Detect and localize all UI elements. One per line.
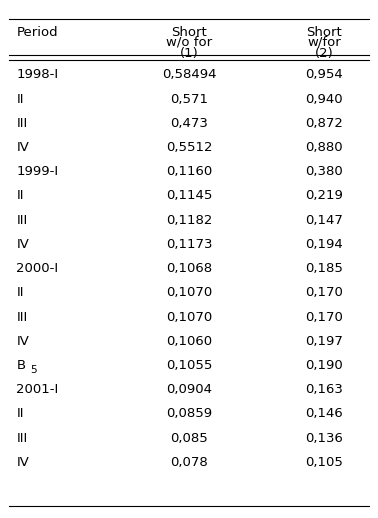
- Text: 0,147: 0,147: [305, 213, 343, 227]
- Text: IV: IV: [16, 141, 29, 154]
- Text: 0,1145: 0,1145: [166, 190, 212, 203]
- Text: w/o for: w/o for: [166, 36, 212, 49]
- Text: 0,219: 0,219: [305, 190, 343, 203]
- Text: 0,105: 0,105: [305, 456, 343, 469]
- Text: 0,1182: 0,1182: [166, 213, 212, 227]
- Text: 2000-I: 2000-I: [16, 262, 59, 275]
- Text: III: III: [16, 431, 28, 444]
- Text: Period: Period: [16, 26, 58, 39]
- Text: 0,872: 0,872: [305, 117, 343, 130]
- Text: 0,190: 0,190: [305, 359, 343, 372]
- Text: IV: IV: [16, 335, 29, 348]
- Text: 0,5512: 0,5512: [166, 141, 212, 154]
- Text: III: III: [16, 213, 28, 227]
- Text: (1): (1): [180, 47, 198, 60]
- Text: III: III: [16, 310, 28, 324]
- Text: 0,085: 0,085: [170, 431, 208, 444]
- Text: 0,136: 0,136: [305, 431, 343, 444]
- Text: 1998-I: 1998-I: [16, 68, 59, 81]
- Text: Short: Short: [306, 26, 342, 39]
- Text: 0,1173: 0,1173: [166, 238, 212, 251]
- Text: B: B: [16, 359, 26, 372]
- Text: Short: Short: [171, 26, 207, 39]
- Text: 0,1070: 0,1070: [166, 286, 212, 299]
- Text: 0,163: 0,163: [305, 383, 343, 396]
- Text: 0,146: 0,146: [305, 407, 343, 421]
- Text: 0,0859: 0,0859: [166, 407, 212, 421]
- Text: 0,1068: 0,1068: [166, 262, 212, 275]
- Text: 0,880: 0,880: [305, 141, 343, 154]
- Text: 2001-I: 2001-I: [16, 383, 59, 396]
- Text: 0,940: 0,940: [305, 93, 343, 106]
- Text: III: III: [16, 117, 28, 130]
- Text: 0,170: 0,170: [305, 286, 343, 299]
- Text: 0,078: 0,078: [170, 456, 208, 469]
- Text: 0,473: 0,473: [170, 117, 208, 130]
- Text: 0,194: 0,194: [305, 238, 343, 251]
- Text: 0,380: 0,380: [305, 165, 343, 178]
- Text: 1999-I: 1999-I: [16, 165, 59, 178]
- Text: 0,197: 0,197: [305, 335, 343, 348]
- Text: 0,1070: 0,1070: [166, 310, 212, 324]
- Text: IV: IV: [16, 238, 29, 251]
- Text: 0,0904: 0,0904: [166, 383, 212, 396]
- Text: 0,1160: 0,1160: [166, 165, 212, 178]
- Text: II: II: [16, 190, 24, 203]
- Text: IV: IV: [16, 456, 29, 469]
- Text: II: II: [16, 286, 24, 299]
- Text: 5: 5: [31, 365, 37, 375]
- Text: 0,571: 0,571: [170, 93, 208, 106]
- Text: 0,954: 0,954: [305, 68, 343, 81]
- Text: (2): (2): [315, 47, 333, 60]
- Text: 0,170: 0,170: [305, 310, 343, 324]
- Text: II: II: [16, 93, 24, 106]
- Text: II: II: [16, 407, 24, 421]
- Text: w/for: w/for: [307, 36, 341, 49]
- Text: 0,1060: 0,1060: [166, 335, 212, 348]
- Text: 0,1055: 0,1055: [166, 359, 212, 372]
- Text: 0,58494: 0,58494: [162, 68, 216, 81]
- Text: 0,185: 0,185: [305, 262, 343, 275]
